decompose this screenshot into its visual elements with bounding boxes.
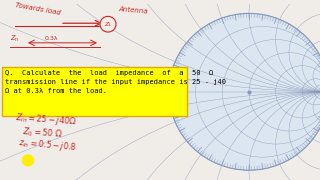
Bar [2,67,187,116]
Text: $z_{in}= 0.5-j0.8$: $z_{in}= 0.5-j0.8$ [18,136,77,154]
Circle shape [22,155,34,166]
Text: 0.3λ: 0.3λ [45,36,59,41]
Text: $Z_0= 50\ \Omega$: $Z_0= 50\ \Omega$ [22,125,63,140]
Text: $Z_n$: $Z_n$ [10,34,19,44]
Text: Antenna: Antenna [118,6,148,14]
Circle shape [100,16,116,32]
Text: Towards load: Towards load [15,3,61,16]
Text: $Z_L$: $Z_L$ [104,20,112,29]
Circle shape [169,14,320,170]
Text: $Z_{in}= 25-j40\Omega$: $Z_{in}= 25-j40\Omega$ [15,111,77,128]
Text: Q.  Calculate  the  load  impedance  of  a  50  Ω
transmission line if the input: Q. Calculate the load impedance of a 50 … [5,70,226,94]
